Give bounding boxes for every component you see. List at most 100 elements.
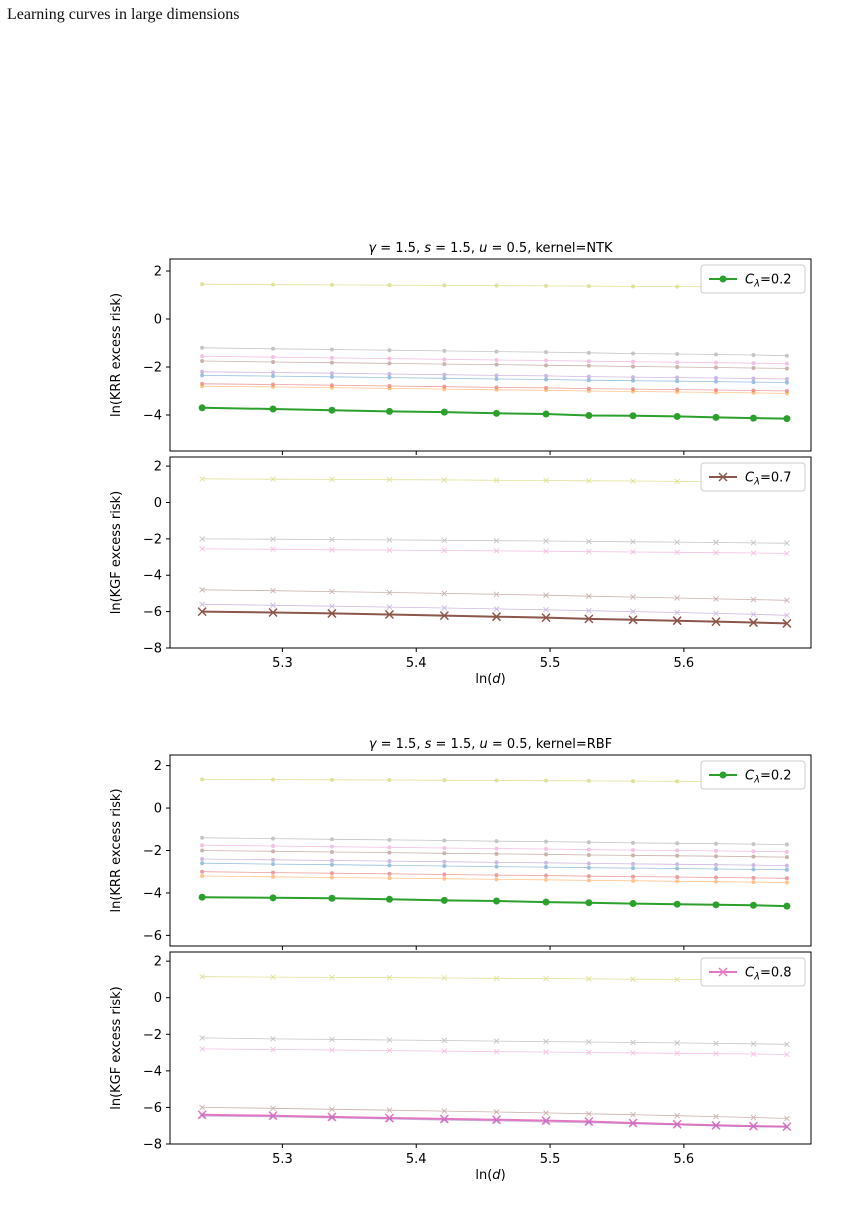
y-tick-label: 0 (154, 991, 162, 1006)
data-point (713, 365, 718, 370)
series-line (200, 856, 789, 868)
data-point (713, 875, 718, 880)
data-point (441, 590, 448, 597)
data-point (544, 860, 549, 865)
data-point (387, 356, 392, 361)
data-point (713, 352, 718, 357)
data-point (631, 375, 636, 380)
data-point (631, 878, 636, 883)
data-point (329, 1106, 335, 1113)
data-point (198, 404, 206, 412)
x-tick-label: 5.4 (406, 656, 427, 671)
data-point (442, 384, 447, 389)
series-line (200, 835, 789, 847)
data-point (675, 365, 680, 369)
data-point (713, 549, 719, 556)
data-point (674, 539, 680, 545)
data-point (493, 1109, 500, 1115)
legend-marker (718, 472, 728, 482)
data-point (543, 477, 549, 484)
series-line (199, 1104, 790, 1122)
data-point (199, 546, 205, 552)
data-point (386, 537, 393, 543)
data-point (387, 837, 392, 842)
data-point (782, 1122, 792, 1132)
data-point (674, 478, 680, 485)
data-point (270, 546, 276, 553)
data-point (197, 607, 207, 617)
data-point (197, 1110, 207, 1120)
data-point (493, 409, 501, 417)
data-point (713, 866, 718, 871)
data-point (200, 282, 205, 287)
legend: Cλ=0.8 (700, 957, 806, 987)
y-tick-label: 2 (154, 955, 162, 970)
series-line (200, 384, 789, 396)
data-point (784, 867, 789, 872)
data-point (493, 1048, 500, 1055)
data-point (783, 902, 791, 910)
legend-marker (719, 275, 727, 283)
y-tick-label: −6 (143, 1101, 162, 1116)
y-tick-label: 2 (154, 265, 162, 280)
series-path (202, 844, 787, 853)
data-point (751, 863, 756, 868)
data-point (713, 879, 718, 884)
data-point (384, 609, 394, 620)
data-point (199, 1035, 205, 1041)
series-path (202, 360, 787, 369)
data-point (544, 377, 549, 382)
data-point (270, 587, 276, 594)
running-header: Learning curves in large dimensions (7, 6, 240, 23)
data-point (384, 1113, 394, 1123)
data-point (329, 476, 335, 483)
data-point (675, 284, 680, 289)
data-point (329, 360, 334, 365)
data-point (386, 1107, 393, 1113)
legend-marker (718, 967, 728, 977)
data-point (493, 897, 501, 905)
data-point (200, 856, 205, 861)
data-point (675, 387, 680, 392)
data-point (270, 974, 276, 980)
data-point (199, 973, 205, 980)
y-tick-label: 0 (154, 496, 162, 511)
data-point (586, 350, 591, 355)
legend-box (700, 957, 806, 987)
y-axis-label: ln(KGF excess risk) (109, 986, 124, 1110)
data-point (672, 1119, 682, 1129)
data-point (329, 837, 334, 842)
data-point (544, 388, 549, 393)
data-point (713, 596, 719, 602)
series-path (202, 371, 787, 380)
x-tick-label: 5.5 (540, 656, 561, 671)
data-point (494, 373, 499, 378)
series-line (200, 843, 789, 854)
data-point (784, 1115, 790, 1122)
data-point (271, 384, 276, 389)
data-point (586, 378, 591, 383)
series-line (200, 861, 789, 872)
data-point (586, 389, 591, 393)
data-point (200, 354, 205, 359)
data-point (268, 607, 278, 618)
data-point (713, 390, 718, 395)
series-line (200, 359, 789, 371)
data-point (783, 415, 791, 423)
data-point (751, 390, 756, 395)
y-axis-label: ln(KRR excess risk) (109, 788, 124, 912)
series-line (198, 893, 791, 910)
data-point (586, 548, 592, 555)
series-path (202, 478, 787, 483)
data-point (784, 612, 790, 619)
data-point (713, 610, 719, 617)
data-point (329, 1047, 335, 1053)
x-tick-label: 5.3 (272, 656, 293, 671)
data-point (543, 1110, 549, 1116)
data-point (200, 373, 205, 378)
data-point (713, 1040, 719, 1047)
data-point (750, 596, 757, 603)
series-line (198, 404, 791, 423)
data-point (271, 382, 276, 387)
data-point (493, 1118, 500, 1124)
